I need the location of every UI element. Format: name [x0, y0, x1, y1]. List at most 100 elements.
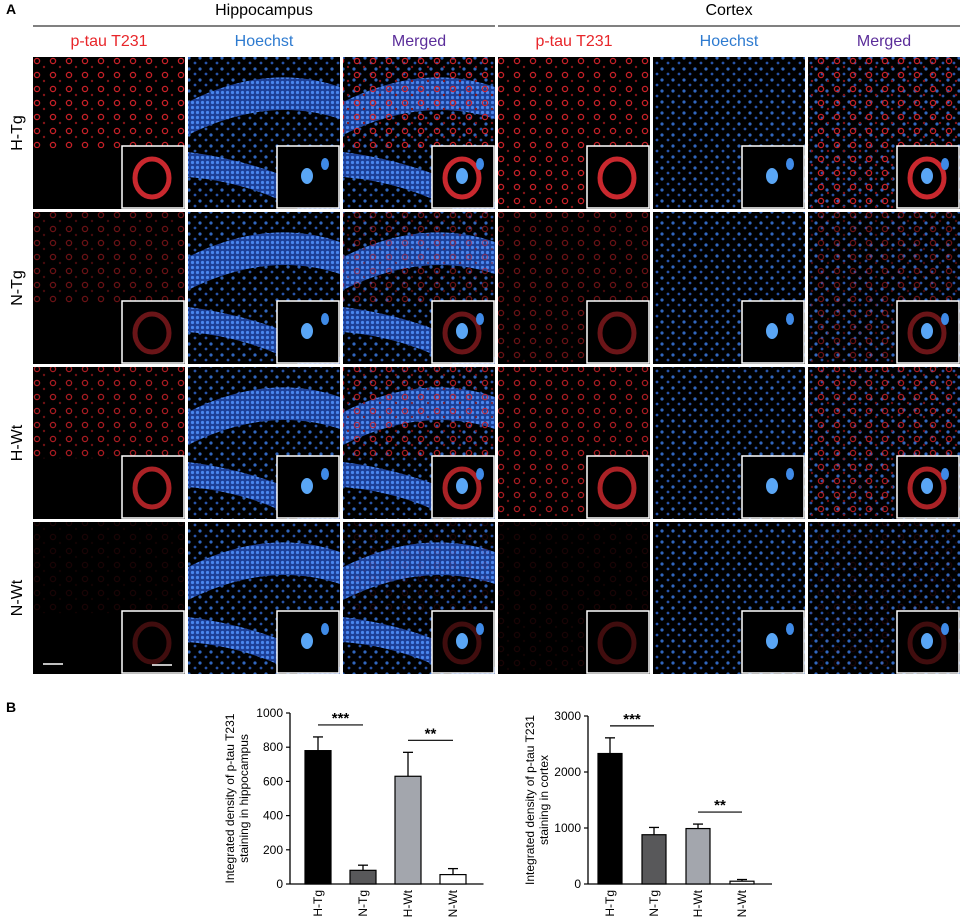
- y-tick-label: 1000: [554, 821, 581, 835]
- inset-cell: [597, 466, 637, 510]
- micrograph: [33, 367, 185, 519]
- bar: [641, 834, 667, 885]
- inset-nucleus: [476, 623, 484, 635]
- x-tick-label: H-Wt: [691, 889, 705, 917]
- inset-cell: [597, 621, 637, 665]
- inset-nucleus: [301, 478, 313, 494]
- row-label: H-Wt: [9, 424, 26, 461]
- y-axis-label: Integrated density of p-tau T231: [223, 713, 237, 883]
- inset-nucleus: [766, 323, 778, 339]
- column-label: p-tau T231: [535, 33, 612, 50]
- row-label: N-Tg: [9, 270, 26, 306]
- y-tick-label: 600: [263, 774, 283, 788]
- micrograph: [188, 367, 340, 519]
- y-tick-label: 0: [574, 877, 581, 891]
- ptau-signal: [33, 57, 185, 149]
- ptau-signal: [343, 212, 495, 304]
- inset-nucleus: [941, 313, 949, 325]
- inset: [121, 610, 185, 674]
- image-grid: Hippocampus p-tau T231 Hoechst Merged Cortex…: [9, 2, 960, 674]
- y-tick-label: 200: [263, 843, 283, 857]
- micrograph: [33, 212, 185, 364]
- inset-nucleus: [786, 468, 794, 480]
- cell-band: [188, 232, 340, 290]
- inset-nucleus: [321, 468, 329, 480]
- inset-cell: [442, 466, 482, 510]
- micrograph: [653, 212, 805, 364]
- significance-label: **: [425, 725, 437, 742]
- inset-nucleus: [921, 633, 933, 649]
- bar: [394, 775, 422, 885]
- significance-label: ***: [332, 710, 350, 727]
- bar: [685, 827, 711, 885]
- micrograph: [808, 367, 960, 519]
- inset-cell: [442, 156, 482, 200]
- inset-nucleus: [921, 478, 933, 494]
- inset-cell: [907, 466, 947, 510]
- x-tick-label: N-Wt: [446, 889, 460, 917]
- inset: [586, 610, 650, 674]
- micrograph: [343, 367, 495, 519]
- x-tick-label: H-Wt: [401, 889, 415, 917]
- y-tick-label: 2000: [554, 765, 581, 779]
- inset-cell: [442, 311, 482, 355]
- column-label: Merged: [857, 33, 911, 50]
- bar-chart: 0 1000 2000 3000 Integrated density of p-tau…: [523, 709, 772, 917]
- cell-band: [188, 77, 340, 135]
- inset-nucleus: [786, 158, 794, 170]
- inset-cell: [907, 311, 947, 355]
- inset-cell: [907, 156, 947, 200]
- bar: [304, 750, 332, 885]
- micrograph: [498, 57, 650, 209]
- inset-nucleus: [941, 468, 949, 480]
- panel-label: A: [6, 1, 16, 17]
- inset-nucleus: [456, 633, 468, 649]
- inset-nucleus: [301, 168, 313, 184]
- charts: 0 200 400 600 800 1000 Integrated density of p…: [223, 706, 772, 917]
- micrograph: [808, 212, 960, 364]
- micrograph: [498, 522, 650, 674]
- inset-nucleus: [301, 323, 313, 339]
- inset-nucleus: [476, 313, 484, 325]
- micrograph: [33, 522, 185, 674]
- inset-nucleus: [321, 313, 329, 325]
- micrograph: [498, 367, 650, 519]
- inset-cell: [132, 621, 172, 665]
- micrograph: [188, 522, 340, 674]
- inset-nucleus: [941, 158, 949, 170]
- row-label: N-Wt: [9, 579, 26, 616]
- inset-nucleus: [321, 158, 329, 170]
- y-tick-label: 400: [263, 809, 283, 823]
- inset-nucleus: [786, 313, 794, 325]
- micrograph: [343, 522, 495, 674]
- x-tick-label: N-Tg: [356, 890, 370, 917]
- cell-band: [188, 542, 340, 600]
- inset-cell: [597, 311, 637, 355]
- inset-nucleus: [921, 323, 933, 339]
- y-axis-label: staining in hippocampus: [237, 734, 251, 863]
- ptau-signal: [33, 367, 185, 459]
- inset-cell: [442, 621, 482, 665]
- inset-nucleus: [456, 323, 468, 339]
- x-tick-label: N-Wt: [735, 889, 749, 917]
- inset-nucleus: [476, 468, 484, 480]
- inset-nucleus: [786, 623, 794, 635]
- micrograph: [653, 367, 805, 519]
- micrograph: [188, 212, 340, 364]
- column-label: Hoechst: [700, 33, 759, 50]
- micrograph: [808, 522, 960, 674]
- inset-cell: [132, 466, 172, 510]
- inset-cell: [597, 156, 637, 200]
- bar-chart: 0 200 400 600 800 1000 Integrated density of p…: [223, 706, 484, 917]
- column-label: p-tau T231: [70, 33, 147, 50]
- ptau-signal: [343, 57, 495, 149]
- cell-band: [188, 387, 340, 445]
- bar: [439, 873, 467, 885]
- y-tick-label: 3000: [554, 709, 581, 723]
- row-label: H-Tg: [9, 115, 26, 151]
- y-axis-label: Integrated density of p-tau T231: [523, 715, 537, 885]
- inset-nucleus: [321, 623, 329, 635]
- y-tick-label: 0: [276, 877, 283, 891]
- micrograph: [188, 57, 340, 209]
- inset-nucleus: [941, 623, 949, 635]
